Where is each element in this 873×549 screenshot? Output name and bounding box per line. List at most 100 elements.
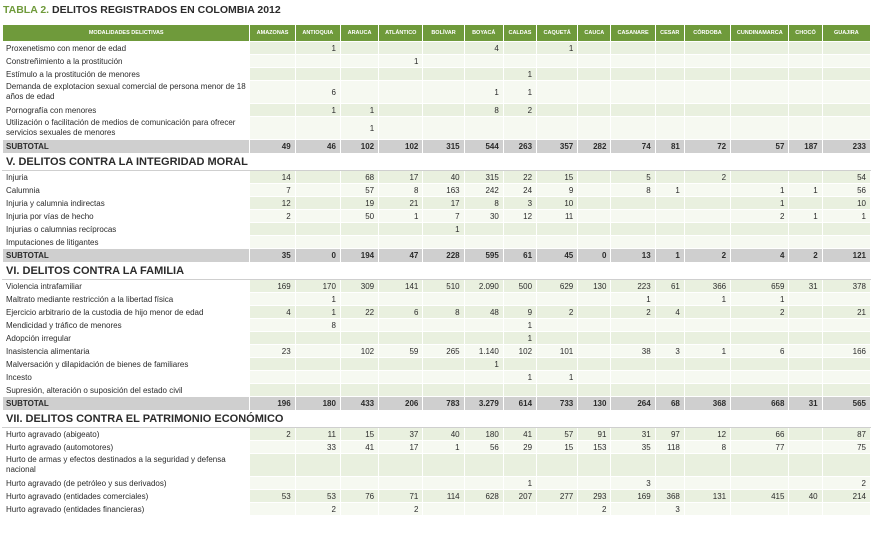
value-cell — [577, 344, 612, 358]
value-cell: 102 — [339, 139, 380, 154]
value-cell: 1 — [294, 41, 341, 55]
value-cell — [249, 80, 296, 104]
value-cell — [730, 383, 790, 397]
value-cell: 1 — [378, 209, 424, 223]
value-cell — [788, 427, 823, 441]
table-row: Malversación y dilapidación de bienes de… — [1, 357, 872, 371]
value-cell: 8 — [463, 103, 504, 117]
value-cell — [610, 116, 656, 140]
value-cell — [422, 331, 465, 345]
value-cell — [683, 67, 732, 81]
value-cell — [610, 331, 656, 345]
value-cell — [610, 41, 656, 55]
value-cell: 87 — [821, 427, 872, 441]
value-cell — [610, 196, 656, 210]
subtotal-row: SUBTOTAL 49 46 102 102 315 544 263 357 282 74 81 72 5… — [1, 139, 872, 154]
value-cell: 2 — [730, 209, 790, 223]
value-cell: 1 — [788, 183, 823, 197]
value-cell: 668 — [730, 396, 790, 411]
table-body: Proxenetismo con menor de edad 1 4 1 Constre… — [1, 41, 872, 516]
value-cell: 163 — [422, 183, 465, 197]
value-cell: 53 — [294, 489, 341, 503]
value-cell: 40 — [422, 170, 465, 184]
column-header-modalidades: MODALIDADES DELICTIVAS — [1, 24, 251, 42]
value-cell: 1 — [502, 67, 538, 81]
crime-label: Hurto agravado (entidades financieras) — [1, 502, 251, 516]
value-cell — [249, 383, 296, 397]
value-cell — [730, 453, 790, 477]
value-cell: 277 — [536, 489, 579, 503]
table-row: Pornografía con menores 1 1 8 2 — [1, 103, 872, 117]
value-cell — [339, 80, 380, 104]
value-cell — [294, 209, 341, 223]
value-cell: 170 — [294, 279, 341, 293]
value-cell — [730, 370, 790, 384]
value-cell — [463, 235, 504, 249]
value-cell — [463, 502, 504, 516]
value-cell — [339, 54, 380, 68]
value-cell — [577, 383, 612, 397]
value-cell: 4 — [463, 41, 504, 55]
value-cell — [821, 453, 872, 477]
column-header-department: ANTIOQUIA — [294, 24, 341, 42]
value-cell: 368 — [683, 396, 732, 411]
crime-label: Hurto agravado (automotores) — [1, 440, 251, 454]
value-cell — [536, 116, 579, 140]
value-cell: 61 — [502, 248, 538, 263]
column-header-department: ARAUCA — [339, 24, 380, 42]
value-cell — [610, 80, 656, 104]
value-cell: 6 — [730, 344, 790, 358]
value-cell — [730, 54, 790, 68]
value-cell — [249, 502, 296, 516]
header-row: MODALIDADES DELICTIVAS AMAZONAS ANTIOQUIA A… — [1, 24, 872, 42]
value-cell: 223 — [610, 279, 656, 293]
value-cell: 2 — [683, 248, 732, 263]
value-cell — [654, 196, 685, 210]
value-cell: 35 — [249, 248, 296, 263]
value-cell — [294, 370, 341, 384]
subtotal-label: SUBTOTAL — [1, 248, 251, 263]
value-cell — [577, 235, 612, 249]
value-cell — [788, 370, 823, 384]
value-cell — [683, 116, 732, 140]
value-cell — [378, 331, 424, 345]
value-cell — [577, 476, 612, 490]
value-cell — [788, 41, 823, 55]
crime-label: Imputaciones de litigantes — [1, 235, 251, 249]
value-cell — [788, 318, 823, 332]
value-cell — [730, 331, 790, 345]
value-cell: 1 — [339, 116, 380, 140]
value-cell — [249, 370, 296, 384]
table-caption: DELITOS REGISTRADOS EN COLOMBIA 2012 — [52, 4, 281, 16]
value-cell: 91 — [577, 427, 612, 441]
value-cell — [788, 502, 823, 516]
value-cell — [294, 476, 341, 490]
value-cell: 2 — [249, 209, 296, 223]
value-cell — [378, 116, 424, 140]
value-cell: 378 — [821, 279, 872, 293]
value-cell — [249, 235, 296, 249]
value-cell: 118 — [654, 440, 685, 454]
value-cell: 1 — [502, 318, 538, 332]
column-header-department: GUAJIRA — [821, 24, 872, 42]
value-cell: 733 — [536, 396, 579, 411]
crime-label: Hurto de armas y efectos destinados a la… — [1, 453, 251, 477]
value-cell — [610, 67, 656, 81]
value-cell: 11 — [294, 427, 341, 441]
value-cell — [683, 476, 732, 490]
value-cell — [422, 453, 465, 477]
table-row: Imputaciones de litigantes — [1, 235, 872, 249]
value-cell: 1 — [610, 292, 656, 306]
value-cell: 53 — [249, 489, 296, 503]
value-cell: 31 — [788, 279, 823, 293]
value-cell — [422, 383, 465, 397]
value-cell: 309 — [339, 279, 380, 293]
value-cell: 97 — [654, 427, 685, 441]
crime-label: Maltrato mediante restricción a la liber… — [1, 292, 251, 306]
section-title: VII. DELITOS CONTRA EL PATRIMONIO ECONÓM… — [2, 410, 871, 428]
value-cell: 3 — [654, 502, 685, 516]
value-cell: 1 — [683, 292, 732, 306]
value-cell — [294, 54, 341, 68]
value-cell: 41 — [339, 440, 380, 454]
value-cell — [339, 453, 380, 477]
